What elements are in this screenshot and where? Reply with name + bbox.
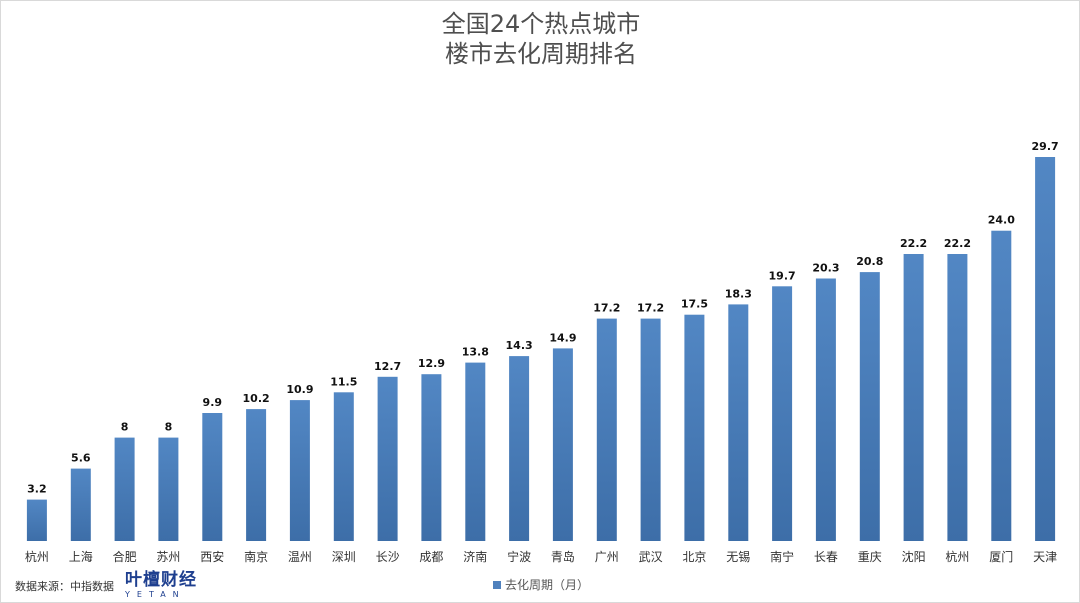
bar-11 bbox=[465, 362, 486, 541]
value-label-14: 17.2 bbox=[593, 302, 620, 315]
value-label-3: 8 bbox=[121, 421, 129, 434]
value-label-10: 12.9 bbox=[418, 357, 445, 370]
bar-8 bbox=[333, 392, 354, 541]
value-label-6: 10.2 bbox=[243, 392, 270, 405]
category-label-17: 无锡 bbox=[726, 549, 750, 564]
value-labels-layer: 3.2 5.6 8 8 9.9 10.2 10.9 11.5 12.7 12.9 13.8 14.3 1… bbox=[27, 140, 1059, 496]
category-label-11: 济南 bbox=[463, 549, 487, 564]
category-label-23: 厦门 bbox=[989, 549, 1013, 564]
source-note: 数据来源：中指数据 bbox=[15, 580, 114, 593]
value-label-23: 24.0 bbox=[988, 214, 1015, 227]
value-label-13: 14.9 bbox=[549, 331, 576, 344]
category-label-7: 温州 bbox=[288, 550, 312, 564]
bar-14 bbox=[596, 318, 617, 541]
bar-12 bbox=[509, 356, 530, 541]
category-label-21: 沈阳 bbox=[902, 549, 926, 564]
value-label-11: 13.8 bbox=[462, 346, 489, 359]
bar-13 bbox=[552, 348, 573, 541]
category-label-2: 上海 bbox=[69, 549, 93, 564]
category-label-20: 重庆 bbox=[858, 550, 882, 564]
value-label-4: 8 bbox=[165, 421, 173, 434]
bar-4 bbox=[158, 437, 179, 541]
bar-21 bbox=[903, 254, 924, 541]
bar-22 bbox=[947, 254, 968, 541]
value-label-18: 19.7 bbox=[769, 269, 796, 282]
category-label-19: 长春 bbox=[814, 550, 838, 564]
title-line-2: 楼市去化周期排名 bbox=[445, 40, 637, 68]
brand-sub: YETAN bbox=[125, 590, 186, 599]
value-label-7: 10.9 bbox=[286, 383, 313, 396]
bar-6 bbox=[246, 409, 267, 541]
value-label-20: 20.8 bbox=[856, 255, 883, 268]
category-label-8: 深圳 bbox=[332, 550, 356, 564]
bar-5 bbox=[202, 413, 223, 541]
value-label-21: 22.2 bbox=[900, 237, 927, 250]
category-label-3: 合肥 bbox=[113, 549, 137, 564]
value-label-5: 9.9 bbox=[203, 396, 223, 409]
value-label-8: 11.5 bbox=[330, 375, 357, 388]
title-line-1: 全国24个热点城市 bbox=[441, 10, 641, 38]
brand-logo: 叶檀财经 YETAN bbox=[125, 570, 197, 600]
chart-legend: 去化周期（月） bbox=[493, 576, 589, 593]
category-label-22: 杭州 bbox=[945, 549, 969, 564]
chart-title: 全国24个热点城市 楼市去化周期排名 bbox=[1, 9, 1079, 69]
category-label-16: 北京 bbox=[682, 550, 706, 564]
value-label-19: 20.3 bbox=[812, 262, 839, 275]
category-label-4: 苏州 bbox=[156, 550, 180, 564]
bar-20 bbox=[859, 272, 880, 541]
value-label-15: 17.2 bbox=[637, 302, 664, 315]
value-label-2: 5.6 bbox=[71, 452, 91, 465]
bar-18 bbox=[772, 286, 793, 541]
legend-label: 去化周期（月） bbox=[505, 578, 590, 592]
bars-layer bbox=[26, 157, 1056, 541]
category-labels-layer: 杭州 上海 合肥 苏州 西安 南京 温州 深圳 长沙 成都 济南 宁波 青岛 广州 武汉 北京 无锡 南宁 长春 重庆… bbox=[25, 549, 1057, 564]
brand-name: 叶檀财经 bbox=[125, 570, 197, 590]
bar-24 bbox=[1035, 157, 1056, 541]
category-label-9: 长沙 bbox=[376, 550, 400, 564]
category-label-5: 西安 bbox=[200, 549, 224, 564]
category-label-12: 宁波 bbox=[507, 549, 531, 564]
bar-9 bbox=[377, 376, 398, 541]
value-label-1: 3.2 bbox=[27, 483, 47, 496]
category-label-6: 南京 bbox=[244, 549, 268, 564]
value-label-9: 12.7 bbox=[374, 360, 401, 373]
bar-17 bbox=[728, 304, 749, 541]
category-label-14: 广州 bbox=[595, 550, 619, 564]
category-label-13: 青岛 bbox=[551, 549, 575, 564]
category-label-1: 杭州 bbox=[25, 549, 49, 564]
legend-swatch bbox=[493, 580, 501, 589]
bar-23 bbox=[991, 230, 1012, 541]
category-label-10: 成都 bbox=[419, 550, 443, 564]
value-label-22: 22.2 bbox=[944, 237, 971, 250]
bar-1 bbox=[26, 499, 47, 541]
bar-10 bbox=[421, 374, 442, 541]
category-label-24: 天津 bbox=[1033, 550, 1057, 564]
value-label-12: 14.3 bbox=[506, 339, 533, 352]
value-label-16: 17.5 bbox=[681, 298, 708, 311]
bar-3 bbox=[114, 437, 135, 541]
value-label-17: 18.3 bbox=[725, 287, 752, 300]
bar-15 bbox=[640, 318, 661, 541]
bar-16 bbox=[684, 314, 705, 541]
value-label-24: 29.7 bbox=[1032, 140, 1059, 153]
bar-7 bbox=[289, 400, 310, 541]
category-label-15: 武汉 bbox=[639, 550, 663, 564]
bar-19 bbox=[815, 278, 836, 541]
bar-2 bbox=[70, 468, 91, 541]
category-label-18: 南宁 bbox=[770, 549, 794, 564]
